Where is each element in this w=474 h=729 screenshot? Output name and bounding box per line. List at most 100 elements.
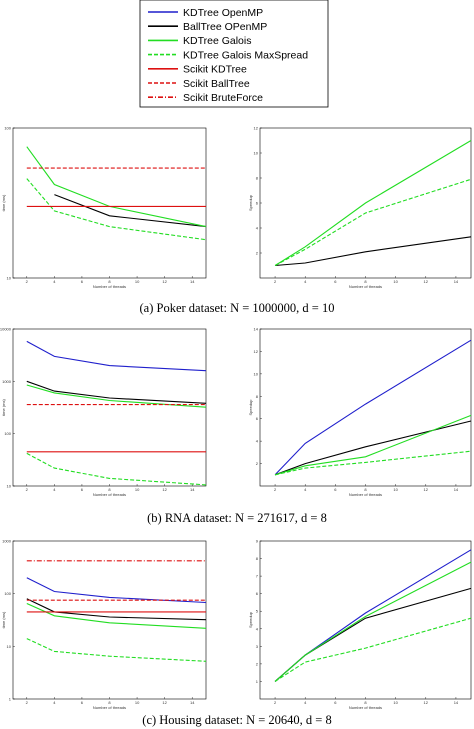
series-line-kdtree-galois-maxspread — [26, 638, 207, 662]
legend-label-balltree-openmp: BallTree OPenMP — [183, 21, 267, 33]
y-tick-label: 10 — [254, 151, 259, 156]
x-tick-label: 2 — [274, 487, 277, 492]
x-tick-label: 8 — [364, 487, 367, 492]
x-tick-label: 6 — [81, 700, 84, 705]
x-axis-label: Number of threads — [349, 492, 382, 497]
y-tick-label: 10 — [7, 644, 12, 649]
series-line-balltree-openmp — [26, 598, 207, 621]
y-tick-label: 8 — [256, 394, 259, 399]
plot-frame — [12, 127, 207, 279]
y-tick-label: 4 — [256, 439, 259, 444]
panel-rna-speedup: 2 4 6 8 10 12 14 2 4 6 8 10 12 14 Number of threads Spe… — [248, 327, 472, 497]
y-tick-label: 4 — [256, 226, 259, 231]
x-tick-label: 4 — [304, 487, 307, 492]
x-tick-label: 4 — [304, 700, 307, 705]
x-tick-label: 12 — [424, 279, 429, 284]
x-tick-label: 6 — [334, 700, 337, 705]
x-tick-label: 12 — [424, 487, 429, 492]
caption-a: (a) Poker dataset: N = 1000000, d = 10 — [140, 301, 335, 315]
y-axis-label: Speedup — [248, 194, 253, 211]
x-tick-label: 6 — [81, 487, 84, 492]
x-tick-label: 8 — [108, 487, 111, 492]
plot-frame — [259, 540, 472, 700]
x-tick-label: 10 — [135, 487, 140, 492]
y-tick-label: 12 — [254, 349, 259, 354]
x-tick-label: 14 — [190, 487, 195, 492]
y-tick-label: 1000 — [2, 539, 12, 544]
x-tick-label: 12 — [162, 487, 167, 492]
x-tick-label: 2 — [274, 700, 277, 705]
series-line-kdtree-galois — [274, 561, 472, 682]
y-tick-label: 7 — [256, 574, 259, 579]
x-tick-label: 2 — [274, 279, 277, 284]
legend: KDTree OpenMP BallTree OPenMP KDTree Galoi… — [139, 0, 329, 108]
series-line-balltree-openmp — [275, 236, 472, 267]
y-axis-label: Speedup — [248, 611, 253, 628]
y-tick-label: 12 — [254, 126, 259, 131]
legend-label-kdtree-galois-maxspread: KDTree Galois MaxSpread — [183, 49, 308, 61]
y-tick-label: 8 — [256, 176, 259, 181]
panel-poker-speedup: 2 4 6 8 10 12 14 2 4 6 8 10 12 Number of threads Speed… — [248, 126, 472, 289]
y-tick-label: 10 — [7, 276, 12, 281]
y-tick-label: 2 — [256, 251, 259, 256]
y-tick-label: 5 — [256, 609, 259, 614]
x-tick-label: 6 — [81, 279, 84, 284]
y-tick-label: 1 — [256, 679, 259, 684]
series-line-kdtree-openmp — [274, 339, 472, 476]
x-tick-label: 6 — [334, 487, 337, 492]
y-tick-label: 100 — [4, 431, 11, 436]
series-line-kdtree-galois — [26, 146, 207, 228]
x-tick-label: 14 — [190, 700, 195, 705]
y-tick-label: 6 — [256, 591, 259, 596]
x-tick-label: 14 — [454, 487, 459, 492]
panel-poker-time: 2 4 6 8 10 12 14 10 100 Number of threads time (ms… — [1, 126, 207, 289]
series-line-kdtree-galois — [274, 414, 472, 476]
x-tick-label: 4 — [53, 487, 56, 492]
series-line-kdtree-openmp — [26, 340, 207, 372]
x-tick-label: 4 — [304, 279, 307, 284]
x-axis-label: Number of threads — [349, 705, 382, 710]
y-tick-label: 10 — [254, 371, 259, 376]
series-line-kdtree-galois-maxspread — [26, 452, 207, 486]
y-tick-label: 10000 — [0, 327, 12, 332]
series-line-kdtree-openmp — [26, 577, 207, 604]
y-tick-label: 100 — [4, 591, 11, 596]
legend-label-scikit-kdtree: Scikit KDTree — [183, 64, 247, 76]
y-axis-label: time (ms) — [1, 611, 6, 628]
y-tick-label: 1000 — [2, 379, 12, 384]
y-tick-label: 4 — [256, 626, 259, 631]
legend-label-scikit-bruteforce: Scikit BruteForce — [183, 92, 263, 104]
series-line-kdtree-galois — [274, 140, 472, 266]
series-line-balltree-openmp — [26, 380, 207, 404]
x-tick-label: 12 — [162, 700, 167, 705]
panel-housing-time: 2 4 6 8 10 12 14 1 10 100 1000 Number of threads tim… — [1, 539, 207, 710]
x-tick-label: 12 — [424, 700, 429, 705]
caption-b: (b) RNA dataset: N = 271617, d = 8 — [147, 511, 327, 525]
y-tick-label: 2 — [256, 461, 259, 466]
y-axis-label: Speedup — [248, 399, 253, 416]
series-line-kdtree-galois-maxspread — [274, 617, 472, 682]
panel-rna-time: 2 4 6 8 10 12 14 10 100 1000 10000 Number of thread… — [0, 327, 207, 497]
x-tick-label: 10 — [393, 487, 398, 492]
y-tick-label: 2 — [256, 661, 259, 666]
x-tick-label: 2 — [26, 700, 29, 705]
x-tick-label: 2 — [26, 279, 29, 284]
x-tick-label: 8 — [364, 700, 367, 705]
y-axis-label: time (ms) — [1, 399, 6, 416]
x-tick-label: 10 — [135, 700, 140, 705]
y-tick-label: 8 — [256, 556, 259, 561]
y-axis-label: time (ms) — [1, 194, 6, 211]
legend-label-kdtree-openmp: KDTree OpenMP — [183, 7, 263, 19]
x-tick-label: 14 — [454, 700, 459, 705]
x-axis-label: Number of threads — [93, 284, 126, 289]
plot-frame — [12, 540, 207, 700]
x-tick-label: 8 — [108, 700, 111, 705]
y-tick-label: 3 — [256, 644, 259, 649]
y-tick-label: 100 — [4, 126, 11, 131]
x-tick-label: 14 — [190, 279, 195, 284]
y-tick-label: 6 — [256, 416, 259, 421]
legend-box — [139, 0, 329, 108]
x-tick-label: 8 — [364, 279, 367, 284]
